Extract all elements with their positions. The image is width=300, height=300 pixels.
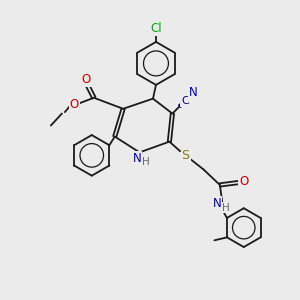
Text: N: N <box>133 152 142 165</box>
Text: O: O <box>239 176 248 188</box>
Text: C: C <box>181 96 189 106</box>
Text: H: H <box>142 157 149 167</box>
Text: H: H <box>222 202 230 213</box>
Text: O: O <box>82 73 91 86</box>
Text: N: N <box>212 197 221 210</box>
Text: N: N <box>189 86 198 99</box>
Text: S: S <box>182 149 190 163</box>
Text: O: O <box>70 98 79 110</box>
Text: Cl: Cl <box>150 22 162 35</box>
